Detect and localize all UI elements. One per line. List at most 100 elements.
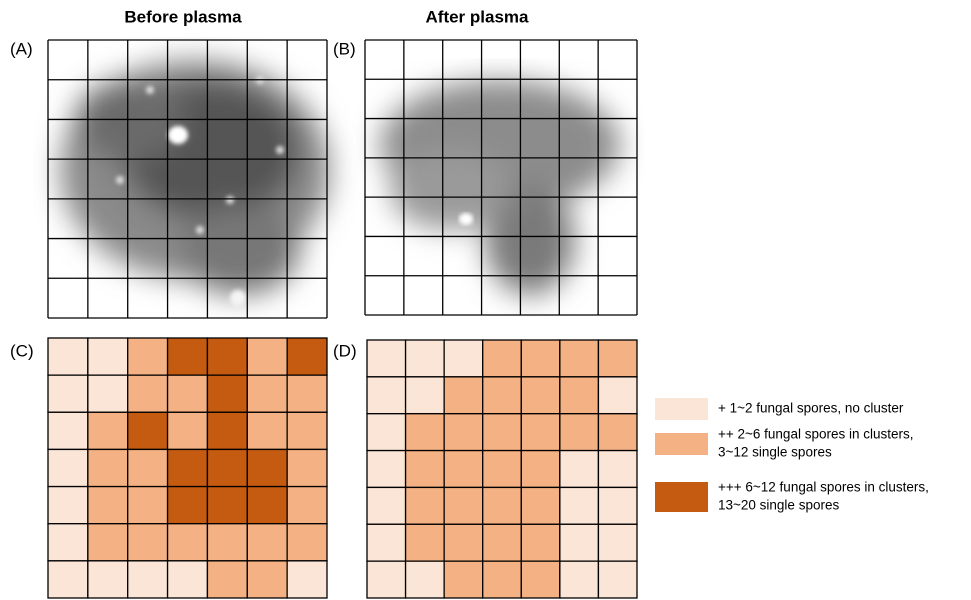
heat-cell: [367, 561, 406, 598]
heat-cell: [406, 487, 445, 524]
heat-cell: [483, 561, 522, 598]
heat-cell: [128, 524, 168, 561]
heat-cell: [406, 451, 445, 488]
heat-cell: [128, 449, 168, 486]
heat-cell: [560, 561, 599, 598]
heat-cell: [444, 487, 483, 524]
micrograph-before: [60, 60, 330, 306]
heat-cell: [598, 524, 637, 561]
heat-cell: [287, 412, 327, 449]
legend-label: 3~12 single spores: [718, 445, 832, 460]
heat-cell: [560, 377, 599, 414]
heat-cell: [287, 338, 327, 375]
heat-cell: [287, 524, 327, 561]
heat-cell: [247, 412, 287, 449]
legend-swatch: [655, 433, 708, 455]
heat-cell: [521, 451, 560, 488]
micrograph-after: [380, 80, 620, 295]
heat-cell: [128, 338, 168, 375]
heat-cell: [367, 414, 406, 451]
heat-cell: [444, 451, 483, 488]
heat-cell: [48, 524, 88, 561]
heat-cell: [367, 451, 406, 488]
heat-cell: [483, 377, 522, 414]
heat-cell: [521, 340, 560, 377]
heat-cell: [88, 412, 128, 449]
heat-cell: [168, 375, 208, 412]
heat-cell: [598, 340, 637, 377]
heat-cell: [406, 340, 445, 377]
heat-cell: [48, 449, 88, 486]
heat-cell: [367, 377, 406, 414]
heat-cell: [598, 414, 637, 451]
heat-cell: [88, 375, 128, 412]
heat-cell: [168, 412, 208, 449]
figure: Before plasma After plasma + 1~2 fungal …: [0, 0, 971, 600]
heat-cell: [444, 414, 483, 451]
legend-swatch: [655, 482, 708, 512]
legend-label: ++ 2~6 fungal spores in clusters,: [718, 427, 914, 442]
heat-cell: [88, 561, 128, 598]
heat-cell: [521, 487, 560, 524]
heat-cell: [521, 377, 560, 414]
heat-cell: [521, 524, 560, 561]
heat-cell: [207, 487, 247, 524]
panel-label: (C): [10, 341, 34, 360]
heat-cell: [367, 524, 406, 561]
legend-label: 13~20 single spores: [718, 498, 839, 513]
heat-cell: [444, 524, 483, 561]
heat-cell: [207, 338, 247, 375]
heat-cell: [483, 524, 522, 561]
heat-cell: [406, 561, 445, 598]
heat-cell: [48, 412, 88, 449]
panel-label: (D): [333, 341, 357, 360]
heat-cell: [247, 338, 287, 375]
heat-cell: [207, 561, 247, 598]
heat-cell: [48, 338, 88, 375]
heat-cell: [483, 487, 522, 524]
heat-cell: [128, 487, 168, 524]
heat-cell: [483, 414, 522, 451]
heat-cell: [168, 487, 208, 524]
heat-cell: [88, 338, 128, 375]
heat-cell: [287, 375, 327, 412]
heat-cell: [168, 524, 208, 561]
heat-cell: [598, 561, 637, 598]
legend-label: + 1~2 fungal spores, no cluster: [718, 401, 904, 416]
heat-cell: [247, 449, 287, 486]
heat-cell: [367, 340, 406, 377]
heat-cell: [88, 487, 128, 524]
heat-cell: [48, 561, 88, 598]
heat-cell: [48, 487, 88, 524]
heat-cell: [483, 340, 522, 377]
heat-cell: [247, 561, 287, 598]
heat-cell: [483, 451, 522, 488]
heat-cell: [598, 451, 637, 488]
heat-cell: [287, 561, 327, 598]
heat-cell: [207, 524, 247, 561]
heat-cell: [287, 487, 327, 524]
heat-cell: [48, 375, 88, 412]
heat-cell: [560, 487, 599, 524]
heat-cell: [128, 561, 168, 598]
heat-cell: [560, 340, 599, 377]
heat-cell: [247, 524, 287, 561]
heat-cell: [521, 414, 560, 451]
heat-cell: [168, 449, 208, 486]
panel-title: After plasma: [426, 7, 530, 26]
panel-label: (A): [10, 39, 33, 58]
heat-cell: [207, 412, 247, 449]
heat-cell: [521, 561, 560, 598]
heat-cell: [88, 524, 128, 561]
heat-cell: [207, 375, 247, 412]
heat-cell: [560, 451, 599, 488]
heat-cell: [560, 524, 599, 561]
heat-cell: [444, 377, 483, 414]
heat-cell: [168, 338, 208, 375]
heat-cell: [287, 449, 327, 486]
heat-cell: [168, 561, 208, 598]
heat-cell: [406, 524, 445, 561]
legend-swatch: [655, 398, 708, 420]
heat-cell: [367, 487, 406, 524]
heat-cell: [598, 377, 637, 414]
